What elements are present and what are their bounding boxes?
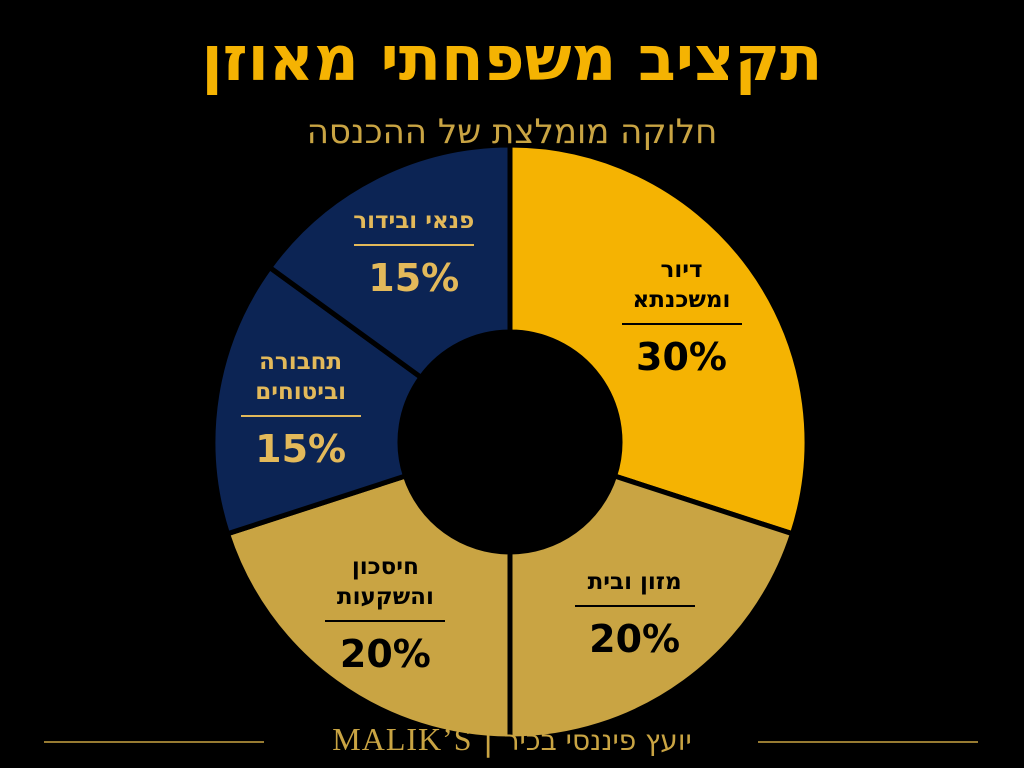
footer: MALIK’S | יועץ פיננסי בכיר — [0, 720, 1024, 758]
category-label: חיסכון והשקעות — [336, 553, 434, 610]
separator: | — [482, 720, 504, 758]
tagline: יועץ פיננסי בכיר — [503, 724, 692, 757]
slice — [507, 142, 810, 537]
slice-label: מזון ובית 20% — [570, 567, 700, 661]
donut-hole — [402, 334, 618, 550]
slice-label: פנאי ובידור 15% — [349, 206, 479, 300]
slice — [224, 472, 513, 742]
value-label: 15% — [368, 256, 460, 301]
value-label: 20% — [339, 631, 431, 676]
slice — [507, 472, 796, 742]
value-label: 20% — [589, 616, 681, 661]
value-label: 30% — [636, 335, 727, 380]
chart-subtitle: חלוקה מומלצת של ההכנסה — [306, 112, 718, 152]
label-rule — [325, 619, 446, 622]
slice-label: דיור ומשכנתא 30% — [617, 255, 747, 379]
category-label: פנאי ובידור — [353, 208, 475, 235]
category-label: מזון ובית — [587, 568, 682, 595]
chart-title: תקציב משפחתי מאוזן — [201, 22, 823, 95]
label-rule — [353, 244, 474, 247]
slice-label: תחבורה וביטוחים 15% — [236, 347, 366, 471]
slice-label: חיסכון והשקעות 20% — [320, 552, 450, 676]
brand: MALIK’S — [332, 721, 473, 757]
slice — [210, 263, 425, 537]
label-rule — [621, 323, 742, 326]
category-label: דיור ומשכנתא — [632, 257, 731, 314]
value-label: 15% — [255, 426, 347, 471]
category-label: תחבורה וביטוחים — [255, 348, 347, 405]
label-rule — [574, 604, 695, 607]
slice — [266, 142, 513, 381]
label-rule — [240, 414, 361, 417]
